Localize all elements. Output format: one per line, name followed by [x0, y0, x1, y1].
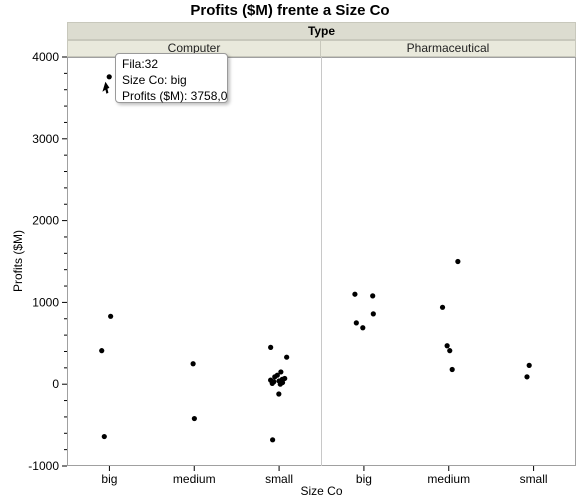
data-point — [524, 374, 530, 380]
tooltip-row: Fila:32 — [122, 57, 159, 71]
data-point — [370, 293, 376, 299]
data-point — [284, 354, 290, 360]
data-point — [360, 325, 366, 331]
data-point — [353, 320, 359, 326]
data-point — [190, 361, 196, 367]
x-tick-label: big — [101, 472, 117, 486]
y-tick-label: 4000 — [32, 50, 59, 64]
data-point — [278, 369, 284, 375]
data-point — [268, 344, 274, 350]
data-point — [352, 291, 358, 297]
data-point — [108, 313, 114, 319]
data-tooltip: Fila:32 Size Co: big Profits ($M): 3758,… — [115, 53, 228, 103]
data-point — [439, 304, 446, 310]
data-point — [370, 311, 376, 317]
data-point — [444, 343, 450, 349]
cursor-icon — [102, 81, 110, 94]
data-point — [101, 433, 107, 440]
x-tick-label: small — [520, 472, 548, 486]
data-point — [277, 381, 283, 387]
data-point — [447, 348, 453, 354]
data-point — [449, 366, 455, 373]
data-point — [270, 437, 276, 443]
y-axis-label: Profits ($M) — [11, 230, 25, 293]
chart-title: Profits ($M) frente a Size Co — [190, 2, 390, 19]
data-point — [191, 415, 197, 422]
tooltip-profit: Profits ($M): 3758,0 — [122, 89, 228, 103]
data-point — [269, 380, 275, 386]
data-point — [455, 258, 461, 265]
data-point — [526, 362, 532, 368]
y-tick-label: 0 — [52, 377, 59, 391]
y-tick-label: -1000 — [28, 459, 59, 473]
x-tick-label: medium — [173, 472, 216, 486]
x-tick-label: medium — [427, 472, 470, 486]
data-point — [106, 74, 112, 80]
tooltip-size: Size Co: big — [122, 73, 187, 87]
panel-header-pharmaceutical: Pharmaceutical — [320, 40, 576, 57]
group-header-type: Type — [67, 22, 576, 40]
x-tick-label: big — [356, 472, 372, 486]
data-point — [276, 391, 282, 397]
y-tick-label: 3000 — [32, 132, 59, 146]
x-tick-label: small — [265, 472, 293, 486]
data-point — [272, 374, 278, 380]
y-tick-label: 1000 — [32, 295, 59, 309]
y-tick-label: 2000 — [32, 214, 59, 228]
x-axis-label: Size Co — [300, 484, 343, 498]
data-point — [99, 348, 105, 354]
